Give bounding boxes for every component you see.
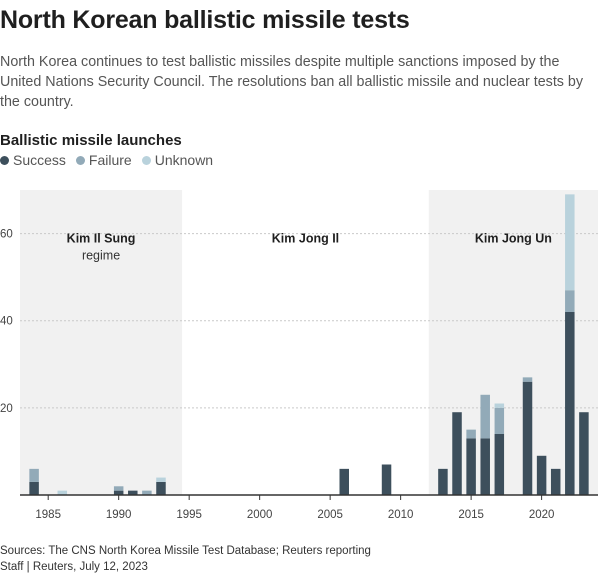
bar-success	[452, 412, 462, 495]
regime-sublabel: regime	[82, 248, 120, 262]
bar-success	[128, 490, 138, 495]
footer-sources: Sources: The CNS North Korea Missile Tes…	[0, 545, 371, 557]
y-tick-label: 40	[0, 316, 13, 328]
legend-label-unknown: Unknown	[154, 152, 214, 168]
regime-label: Kim Jong Il	[272, 231, 339, 245]
legend-item-unknown: Unknown	[141, 152, 214, 168]
bar-failure	[142, 490, 152, 495]
bar-failure	[522, 377, 533, 382]
bar-success	[579, 412, 589, 495]
legend-item-success: Success	[0, 152, 66, 168]
x-tick-label: 1995	[176, 509, 202, 521]
bar-success	[29, 481, 39, 495]
y-tick-label: 60	[0, 229, 13, 241]
footer-credit: Staff | Reuters, July 12, 2023	[0, 561, 148, 573]
x-tick-label: 2000	[247, 509, 273, 521]
legend-label-failure: Failure	[88, 152, 132, 168]
legend-swatch-success	[0, 155, 9, 165]
bar-failure	[466, 429, 476, 439]
x-tick-label: 1990	[106, 509, 132, 521]
bar-success	[156, 481, 166, 495]
bar-unknown	[565, 194, 575, 291]
bar-success	[438, 468, 448, 495]
bar-failure	[565, 290, 575, 312]
bar-success	[480, 438, 490, 495]
bar-success	[522, 381, 533, 495]
legend-swatch-unknown	[141, 155, 151, 165]
x-tick-label: 1985	[35, 509, 61, 521]
bar-unknown	[57, 490, 68, 495]
bar-success	[466, 438, 476, 495]
legend-label-success: Success	[13, 152, 66, 168]
legend-item-failure: Failure	[75, 152, 132, 168]
y-tick-label: 20	[0, 403, 13, 415]
bar-failure	[494, 407, 505, 434]
x-tick-label: 2005	[317, 509, 343, 521]
bar-success	[339, 468, 349, 495]
bar-success	[381, 464, 392, 495]
legend-swatch-failure	[75, 155, 85, 165]
bar-unknown	[494, 403, 505, 408]
page-title: North Korean ballistic missile tests	[0, 6, 410, 34]
regime-band	[20, 190, 183, 495]
x-tick-label: 2020	[529, 509, 555, 521]
page-subtitle: North Korea continues to test ballistic …	[0, 54, 584, 110]
bar-unknown	[156, 477, 166, 482]
bar-failure	[480, 394, 490, 439]
bar-success	[113, 490, 124, 495]
chart-title: Ballistic missile launches	[0, 132, 182, 149]
chart-legend: Success Failure Unknown	[0, 152, 213, 168]
x-tick-label: 2015	[458, 509, 484, 521]
bar-failure	[113, 486, 124, 491]
bar-success	[550, 468, 561, 495]
bar-failure	[29, 468, 39, 482]
bar-success	[565, 312, 575, 495]
regime-label: Kim Il Sung	[67, 231, 136, 245]
regime-label: Kim Jong Un	[475, 231, 552, 245]
bar-success	[494, 434, 505, 495]
bar-success	[536, 455, 547, 495]
x-tick-label: 2010	[388, 509, 414, 521]
